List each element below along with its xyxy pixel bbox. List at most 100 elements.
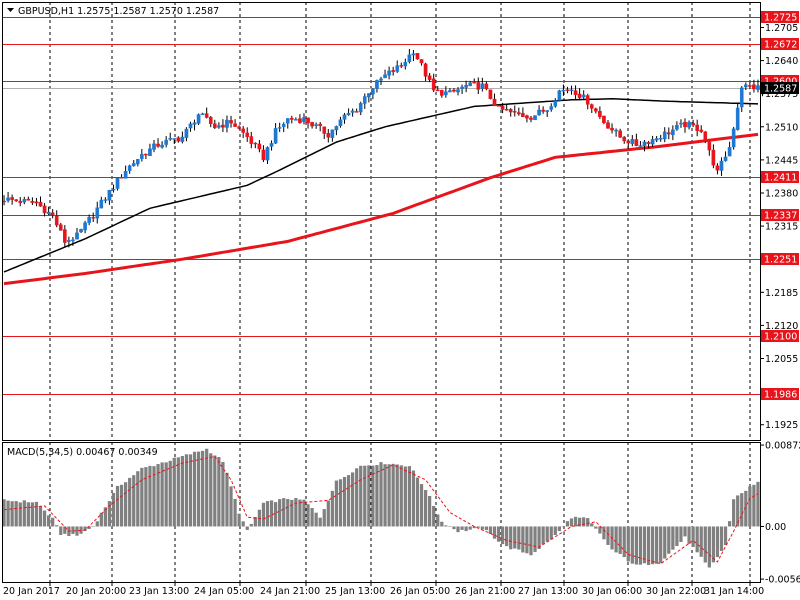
candle[interactable] bbox=[229, 115, 233, 128]
candle[interactable] bbox=[537, 105, 541, 116]
candle[interactable] bbox=[512, 105, 517, 117]
dropdown-triangle-icon[interactable] bbox=[7, 8, 14, 12]
candle[interactable] bbox=[79, 228, 83, 233]
candle[interactable] bbox=[298, 114, 302, 124]
candle[interactable] bbox=[695, 119, 699, 137]
candle[interactable] bbox=[277, 122, 282, 132]
candle[interactable] bbox=[431, 73, 436, 92]
candle[interactable] bbox=[367, 93, 371, 103]
candle[interactable] bbox=[472, 78, 477, 84]
candle[interactable] bbox=[46, 206, 51, 216]
candle[interactable] bbox=[666, 127, 671, 140]
candle[interactable] bbox=[358, 101, 363, 116]
candle[interactable] bbox=[362, 93, 367, 109]
candle[interactable] bbox=[496, 104, 501, 107]
candle[interactable] bbox=[752, 79, 756, 93]
candle[interactable] bbox=[22, 196, 27, 205]
candle[interactable] bbox=[71, 237, 75, 246]
candle[interactable] bbox=[602, 115, 606, 125]
candle[interactable] bbox=[391, 66, 395, 76]
candle[interactable] bbox=[415, 53, 420, 60]
candle[interactable] bbox=[152, 139, 156, 153]
candle[interactable] bbox=[679, 119, 683, 128]
candle[interactable] bbox=[553, 98, 558, 108]
candle[interactable] bbox=[407, 49, 412, 64]
candle[interactable] bbox=[452, 88, 456, 93]
candle[interactable] bbox=[650, 135, 655, 148]
candle[interactable] bbox=[403, 58, 408, 70]
candle[interactable] bbox=[565, 86, 570, 94]
candle[interactable] bbox=[10, 194, 14, 205]
candle[interactable] bbox=[233, 119, 237, 127]
candle[interactable] bbox=[594, 107, 598, 114]
candle[interactable] bbox=[577, 87, 582, 99]
candle[interactable] bbox=[508, 108, 513, 117]
candle[interactable] bbox=[439, 89, 444, 98]
candle[interactable] bbox=[383, 69, 387, 79]
candle[interactable] bbox=[411, 49, 416, 62]
candle[interactable] bbox=[131, 159, 136, 167]
candle[interactable] bbox=[743, 82, 748, 91]
candle[interactable] bbox=[350, 108, 355, 117]
candle[interactable] bbox=[464, 80, 468, 93]
candle[interactable] bbox=[419, 59, 424, 66]
candle[interactable] bbox=[83, 220, 87, 234]
candle[interactable] bbox=[448, 88, 452, 93]
candle[interactable] bbox=[756, 79, 760, 93]
candle[interactable] bbox=[379, 76, 383, 86]
candle[interactable] bbox=[748, 81, 752, 90]
candle[interactable] bbox=[30, 197, 35, 206]
candle[interactable] bbox=[34, 198, 39, 207]
candle[interactable] bbox=[204, 107, 209, 119]
candle[interactable] bbox=[557, 89, 562, 102]
candle[interactable] bbox=[480, 77, 485, 92]
candle[interactable] bbox=[306, 117, 310, 129]
candle[interactable] bbox=[675, 121, 679, 131]
candle[interactable] bbox=[606, 119, 610, 129]
candle[interactable] bbox=[249, 131, 254, 149]
candle[interactable] bbox=[294, 117, 298, 121]
candle[interactable] bbox=[111, 184, 116, 193]
candle[interactable] bbox=[290, 115, 294, 124]
candle[interactable] bbox=[50, 209, 55, 219]
candle[interactable] bbox=[581, 90, 586, 99]
candle[interactable] bbox=[67, 236, 71, 248]
candle[interactable] bbox=[63, 225, 67, 247]
candle[interactable] bbox=[164, 136, 168, 148]
candle[interactable] bbox=[545, 109, 550, 117]
candle[interactable] bbox=[541, 106, 545, 114]
candle[interactable] bbox=[107, 189, 112, 205]
candle[interactable] bbox=[715, 163, 720, 175]
candle[interactable] bbox=[488, 89, 493, 100]
candle[interactable] bbox=[468, 80, 472, 87]
candle[interactable] bbox=[91, 212, 96, 223]
candle[interactable] bbox=[727, 141, 732, 157]
candle[interactable] bbox=[87, 214, 91, 226]
candle[interactable] bbox=[18, 197, 23, 207]
candle[interactable] bbox=[549, 103, 554, 112]
candle[interactable] bbox=[95, 201, 100, 224]
candle[interactable] bbox=[127, 164, 132, 174]
candle[interactable] bbox=[273, 122, 278, 145]
candle[interactable] bbox=[160, 141, 164, 149]
candle[interactable] bbox=[711, 144, 716, 169]
candle[interactable] bbox=[314, 122, 318, 129]
candle[interactable] bbox=[208, 116, 213, 128]
candle[interactable] bbox=[188, 121, 193, 132]
candle[interactable] bbox=[99, 196, 104, 209]
candle[interactable] bbox=[638, 141, 643, 147]
candle[interactable] bbox=[662, 127, 667, 143]
candle[interactable] bbox=[671, 125, 675, 141]
candle[interactable] bbox=[265, 146, 270, 164]
candle[interactable] bbox=[354, 108, 359, 113]
candle[interactable] bbox=[245, 127, 250, 142]
candle[interactable] bbox=[719, 157, 724, 176]
candle[interactable] bbox=[399, 62, 404, 69]
candle[interactable] bbox=[75, 227, 79, 240]
candle[interactable] bbox=[322, 126, 327, 140]
candle[interactable] bbox=[703, 131, 708, 144]
candle[interactable] bbox=[476, 77, 481, 94]
candle[interactable] bbox=[533, 115, 537, 121]
candle[interactable] bbox=[589, 103, 594, 113]
